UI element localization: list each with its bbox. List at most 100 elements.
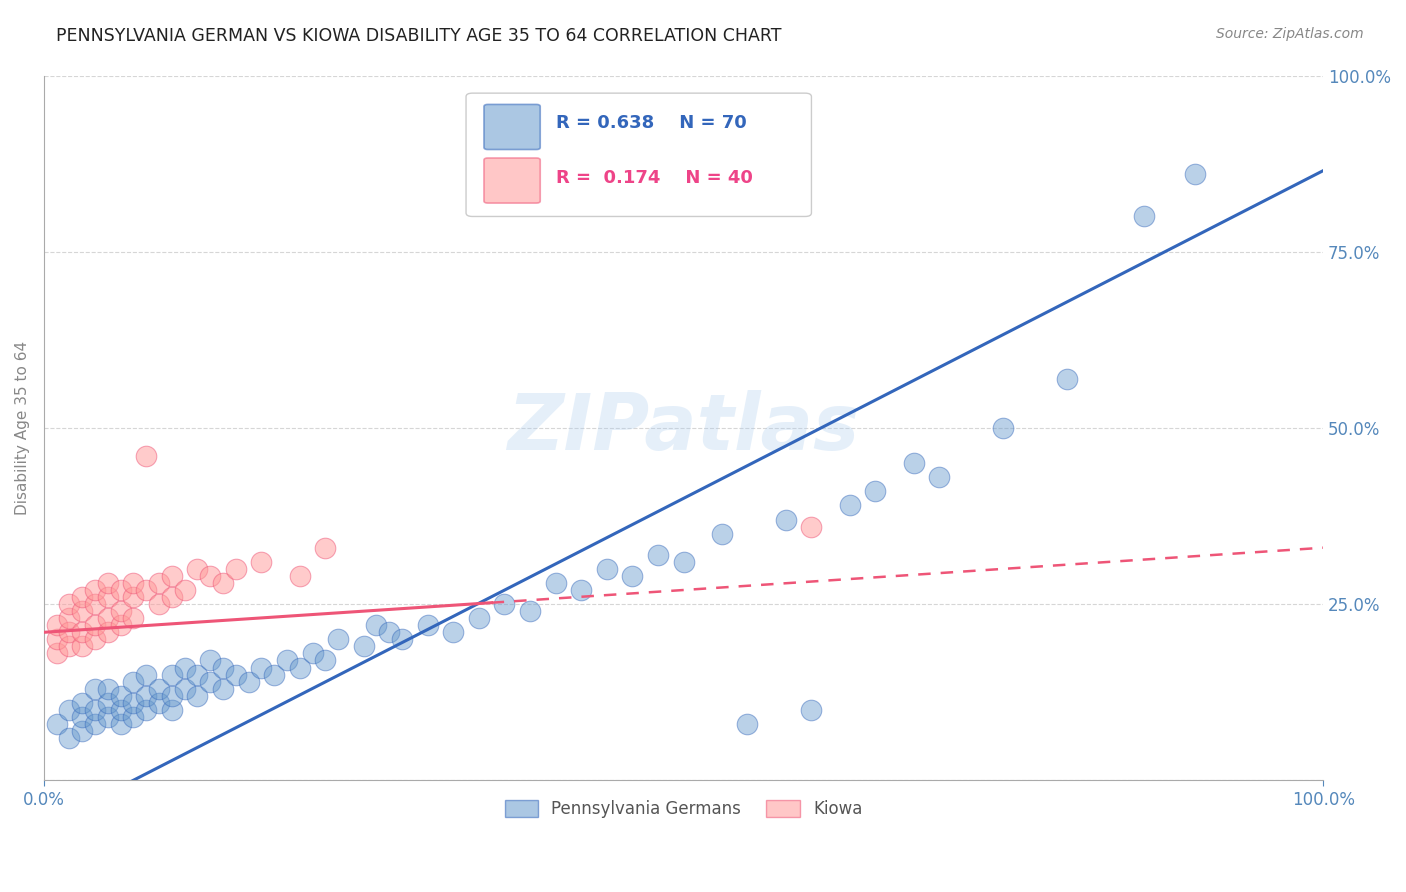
Point xyxy=(519,604,541,618)
Point xyxy=(135,667,157,681)
Point xyxy=(135,582,157,597)
Point xyxy=(378,625,401,640)
Text: R =  0.174    N = 40: R = 0.174 N = 40 xyxy=(555,169,752,186)
Point xyxy=(110,717,132,731)
Point xyxy=(468,611,491,625)
Point xyxy=(72,696,94,710)
Point xyxy=(441,625,464,640)
Point xyxy=(97,625,120,640)
Point xyxy=(58,611,80,625)
Point xyxy=(596,562,619,576)
Point xyxy=(72,710,94,724)
Point xyxy=(58,597,80,611)
Point xyxy=(212,576,235,591)
Point xyxy=(58,703,80,717)
Point xyxy=(148,597,170,611)
Point xyxy=(148,576,170,591)
Point xyxy=(621,569,644,583)
Point xyxy=(1133,210,1156,224)
Point xyxy=(225,667,247,681)
Point xyxy=(122,674,145,689)
Point xyxy=(225,562,247,576)
FancyBboxPatch shape xyxy=(465,93,811,217)
Point xyxy=(903,456,925,470)
Point xyxy=(186,562,208,576)
Point xyxy=(110,703,132,717)
Point xyxy=(250,660,273,674)
Point xyxy=(160,703,183,717)
Point xyxy=(84,597,107,611)
Text: Source: ZipAtlas.com: Source: ZipAtlas.com xyxy=(1216,27,1364,41)
Point xyxy=(45,717,67,731)
Point xyxy=(800,519,823,533)
Point xyxy=(45,618,67,632)
Point xyxy=(326,632,349,647)
Point xyxy=(173,681,195,696)
Text: R = 0.638    N = 70: R = 0.638 N = 70 xyxy=(555,114,747,132)
Point xyxy=(72,625,94,640)
Point xyxy=(160,689,183,703)
Point xyxy=(494,597,516,611)
Point xyxy=(135,703,157,717)
Point xyxy=(276,653,298,667)
Point xyxy=(135,689,157,703)
Point xyxy=(314,653,336,667)
Point xyxy=(84,582,107,597)
Point xyxy=(97,611,120,625)
Point xyxy=(186,689,208,703)
Point xyxy=(122,611,145,625)
Point xyxy=(198,674,221,689)
Point xyxy=(97,696,120,710)
Point xyxy=(148,681,170,696)
Point xyxy=(838,499,860,513)
Point xyxy=(647,548,669,562)
Point xyxy=(84,632,107,647)
Point xyxy=(993,421,1015,435)
Point xyxy=(122,576,145,591)
Point xyxy=(72,640,94,654)
Text: ZIPatlas: ZIPatlas xyxy=(508,390,859,466)
Point xyxy=(160,569,183,583)
Point xyxy=(110,618,132,632)
Point xyxy=(84,618,107,632)
Point xyxy=(544,576,567,591)
Point xyxy=(737,717,759,731)
Point xyxy=(72,723,94,738)
Point xyxy=(1056,371,1078,385)
Point xyxy=(366,618,388,632)
FancyBboxPatch shape xyxy=(484,104,540,150)
Point xyxy=(160,590,183,604)
Point xyxy=(97,710,120,724)
Point xyxy=(710,526,733,541)
Point xyxy=(45,647,67,661)
Point xyxy=(110,689,132,703)
Point xyxy=(58,625,80,640)
Point xyxy=(97,576,120,591)
Point xyxy=(173,660,195,674)
Point xyxy=(928,470,950,484)
Point xyxy=(110,582,132,597)
Point xyxy=(672,555,695,569)
Point xyxy=(97,590,120,604)
Point xyxy=(314,541,336,555)
Point xyxy=(288,569,311,583)
Point xyxy=(148,696,170,710)
Point xyxy=(72,590,94,604)
Text: PENNSYLVANIA GERMAN VS KIOWA DISABILITY AGE 35 TO 64 CORRELATION CHART: PENNSYLVANIA GERMAN VS KIOWA DISABILITY … xyxy=(56,27,782,45)
Point xyxy=(212,660,235,674)
Point xyxy=(135,449,157,463)
Point xyxy=(1184,167,1206,181)
Point xyxy=(122,590,145,604)
Point xyxy=(288,660,311,674)
Point xyxy=(569,582,592,597)
Point xyxy=(238,674,260,689)
Point xyxy=(58,731,80,745)
Point xyxy=(416,618,439,632)
Y-axis label: Disability Age 35 to 64: Disability Age 35 to 64 xyxy=(15,341,30,515)
Point xyxy=(263,667,285,681)
Point xyxy=(84,681,107,696)
Point xyxy=(353,640,375,654)
Point xyxy=(122,710,145,724)
Point xyxy=(84,703,107,717)
Point xyxy=(198,653,221,667)
